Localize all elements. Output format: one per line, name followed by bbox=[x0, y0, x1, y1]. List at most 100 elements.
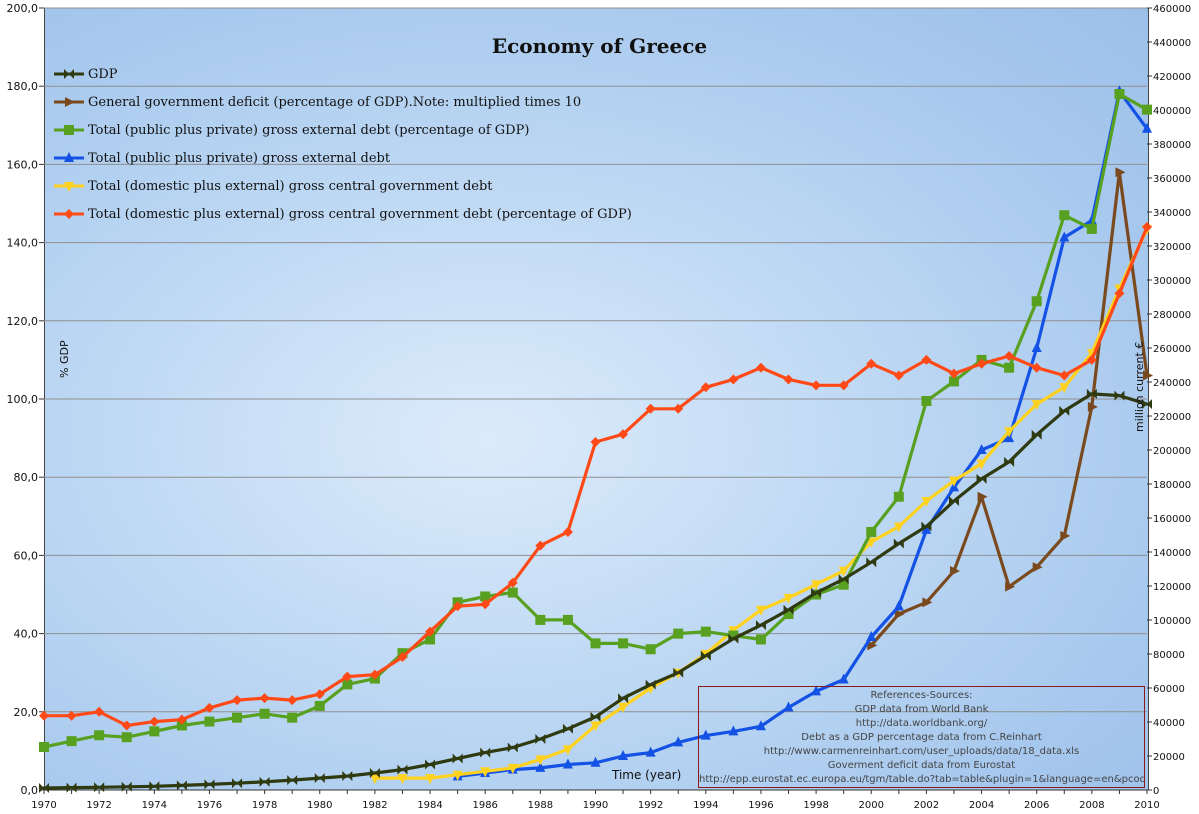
data-point bbox=[866, 631, 877, 641]
data-point bbox=[64, 209, 74, 219]
data-point bbox=[949, 566, 960, 577]
data-point bbox=[232, 695, 243, 706]
x-tick-label: 1982 bbox=[362, 800, 387, 811]
data-point bbox=[1009, 456, 1015, 467]
reference-line: References-Sources: bbox=[870, 690, 973, 701]
data-point bbox=[867, 640, 878, 651]
data-point bbox=[232, 712, 243, 723]
data-point bbox=[755, 634, 766, 645]
data-point bbox=[783, 593, 794, 604]
data-point bbox=[755, 362, 766, 373]
x-tick-label: 2002 bbox=[914, 800, 939, 811]
data-point bbox=[457, 753, 463, 764]
data-point bbox=[948, 376, 959, 387]
reference-line[interactable]: http://www.carmenreinhart.com/user_uploa… bbox=[763, 746, 1080, 757]
data-point bbox=[1091, 388, 1097, 399]
x-tick-label: 2006 bbox=[1024, 800, 1049, 811]
data-point bbox=[292, 775, 298, 786]
data-point bbox=[94, 782, 100, 793]
data-point bbox=[1114, 390, 1120, 401]
legend-item-gdp: GDP bbox=[52, 60, 632, 88]
y-tick-label-right: 0 bbox=[1153, 786, 1159, 797]
y-tick-label-left: 60,0 bbox=[14, 549, 39, 562]
data-point bbox=[480, 767, 491, 778]
data-point bbox=[590, 756, 601, 767]
data-point bbox=[645, 644, 656, 655]
data-point bbox=[374, 768, 380, 778]
data-point bbox=[595, 711, 601, 722]
x-tick-label: 2010 bbox=[1134, 800, 1159, 811]
data-point bbox=[898, 538, 904, 549]
legend-marker-govt-debt-pct bbox=[54, 209, 84, 219]
data-point bbox=[838, 380, 849, 391]
data-point bbox=[1031, 362, 1042, 373]
data-point bbox=[507, 587, 518, 598]
data-point bbox=[1086, 223, 1097, 234]
data-point bbox=[1143, 370, 1153, 381]
data-point bbox=[176, 714, 187, 725]
y-tick-label-right: 20000 bbox=[1153, 752, 1185, 763]
x-axis-label: Time (year) bbox=[612, 768, 682, 782]
data-point bbox=[369, 774, 380, 785]
y-tick-label-right: 100000 bbox=[1153, 616, 1191, 627]
data-point bbox=[977, 491, 988, 502]
data-point bbox=[976, 473, 982, 484]
data-point bbox=[838, 566, 849, 577]
data-point bbox=[866, 526, 877, 537]
data-point bbox=[1086, 354, 1097, 365]
data-point bbox=[535, 614, 546, 625]
data-point bbox=[204, 702, 215, 713]
x-tick-label: 1988 bbox=[528, 800, 553, 811]
x-tick-label: 2004 bbox=[969, 800, 994, 811]
reference-line[interactable]: http://data.worldbank.org/ bbox=[855, 718, 988, 729]
data-point bbox=[64, 69, 69, 79]
reference-line: Debt as a GDP percentage data from C.Rei… bbox=[801, 732, 1042, 743]
x-tick-label: 1970 bbox=[31, 800, 56, 811]
data-point bbox=[893, 491, 904, 502]
x-tick-label: 2008 bbox=[1079, 800, 1104, 811]
data-point bbox=[1005, 581, 1016, 592]
data-point bbox=[259, 708, 270, 719]
data-point bbox=[811, 685, 822, 696]
reference-line: Goverment deficit data from Eurostat bbox=[827, 760, 1016, 771]
data-point bbox=[347, 771, 353, 782]
data-point bbox=[507, 742, 513, 753]
data-point bbox=[480, 591, 491, 602]
y-tick-label-right: 280000 bbox=[1153, 310, 1191, 321]
x-tick-label: 1986 bbox=[472, 800, 497, 811]
data-point bbox=[452, 770, 463, 781]
data-point bbox=[866, 557, 872, 568]
data-point bbox=[154, 781, 160, 792]
data-point bbox=[728, 633, 734, 644]
data-point bbox=[700, 729, 711, 740]
data-point bbox=[838, 673, 849, 684]
data-point bbox=[1060, 530, 1071, 541]
data-point bbox=[39, 710, 49, 721]
data-point bbox=[126, 781, 132, 792]
y-tick-label-right: 400000 bbox=[1153, 106, 1191, 117]
data-point bbox=[1147, 399, 1152, 410]
y-tick-label-right: 160000 bbox=[1153, 514, 1191, 525]
legend-item-deficit: General government deficit (percentage o… bbox=[52, 88, 632, 116]
data-point bbox=[700, 626, 711, 637]
data-point bbox=[94, 706, 105, 717]
data-point bbox=[264, 776, 270, 787]
data-point bbox=[314, 700, 325, 711]
data-point bbox=[618, 693, 624, 704]
y-tick-label-right: 320000 bbox=[1153, 242, 1191, 253]
data-point bbox=[650, 679, 656, 690]
data-point bbox=[1142, 104, 1152, 115]
legend-label: General government deficit (percentage o… bbox=[88, 94, 582, 110]
data-point bbox=[425, 759, 431, 770]
x-tick-label: 1996 bbox=[748, 800, 773, 811]
x-tick-label: 1974 bbox=[142, 800, 167, 811]
data-point bbox=[783, 701, 794, 712]
data-point bbox=[44, 782, 49, 793]
legend-label: Total (domestic plus external) gross cen… bbox=[88, 206, 632, 222]
data-point bbox=[1032, 562, 1043, 573]
data-point bbox=[976, 358, 987, 369]
data-point bbox=[866, 537, 877, 548]
reference-line[interactable]: http://epp.eurostat.ec.europa.eu/tgm/tab… bbox=[699, 774, 1144, 785]
y-tick-label-right: 200000 bbox=[1153, 446, 1191, 457]
data-point bbox=[402, 764, 408, 775]
